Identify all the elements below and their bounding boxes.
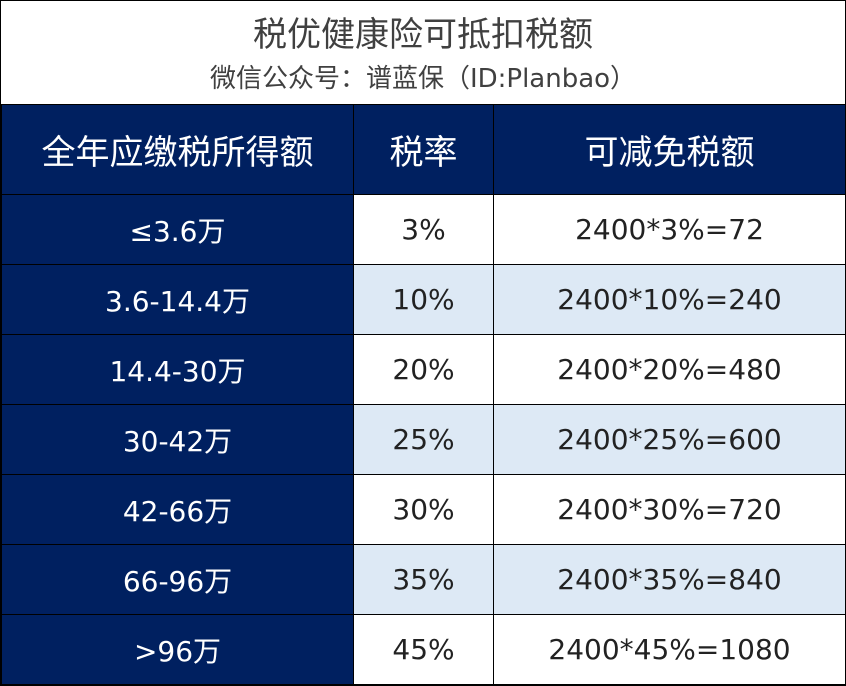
taxable-income-cell: 42-66万 <box>1 474 354 545</box>
deductible-amount-cell: 2400*35%=840 <box>493 544 846 615</box>
table-row: 14.4-30万 20% 2400*20%=480 <box>1 334 846 405</box>
taxable-income-cell: 3.6-14.4万 <box>1 264 354 335</box>
tax-rate-cell: 30% <box>353 474 494 545</box>
tax-rate-cell: 20% <box>353 334 494 405</box>
page-subtitle: 微信公众号：谱蓝保（ID:Planbao） <box>209 64 637 94</box>
tax-rate-cell: 45% <box>353 614 494 685</box>
deductible-amount-cell: 2400*45%=1080 <box>493 614 846 685</box>
tax-rate-cell: 35% <box>353 544 494 615</box>
deductible-amount-cell: 2400*20%=480 <box>493 334 846 405</box>
column-header-tax-rate: 税率 <box>353 104 494 195</box>
table-row: 3.6-14.4万 10% 2400*10%=240 <box>1 264 846 335</box>
table-row: 66-96万 35% 2400*35%=840 <box>1 544 846 615</box>
tax-rate-cell: 3% <box>353 194 494 265</box>
tax-rate-cell: 25% <box>353 404 494 475</box>
tax-deduction-table: 全年应缴税所得额 税率 可减免税额 ≤3.6万 3% 2400*3%=72 3.… <box>1 104 846 685</box>
deductible-amount-cell: 2400*25%=600 <box>493 404 846 475</box>
deductible-amount-cell: 2400*10%=240 <box>493 264 846 335</box>
taxable-income-cell: 66-96万 <box>1 544 354 615</box>
column-header-deductible-amount: 可减免税额 <box>493 104 846 195</box>
header: 税优健康险可抵扣税额 微信公众号：谱蓝保（ID:Planbao） <box>1 1 845 104</box>
column-header-taxable-income: 全年应缴税所得额 <box>1 104 354 195</box>
table-row: >96万 45% 2400*45%=1080 <box>1 614 846 685</box>
table-row: 42-66万 30% 2400*30%=720 <box>1 474 846 545</box>
taxable-income-cell: >96万 <box>1 614 354 685</box>
deductible-amount-cell: 2400*30%=720 <box>493 474 846 545</box>
taxable-income-cell: ≤3.6万 <box>1 194 354 265</box>
page-title: 税优健康险可抵扣税额 <box>253 15 593 55</box>
deductible-amount-cell: 2400*3%=72 <box>493 194 846 265</box>
table-row: 30-42万 25% 2400*25%=600 <box>1 404 846 475</box>
tax-rate-cell: 10% <box>353 264 494 335</box>
taxable-income-cell: 30-42万 <box>1 404 354 475</box>
taxable-income-cell: 14.4-30万 <box>1 334 354 405</box>
table-row: ≤3.6万 3% 2400*3%=72 <box>1 194 846 265</box>
table-header-row: 全年应缴税所得额 税率 可减免税额 <box>1 104 846 195</box>
